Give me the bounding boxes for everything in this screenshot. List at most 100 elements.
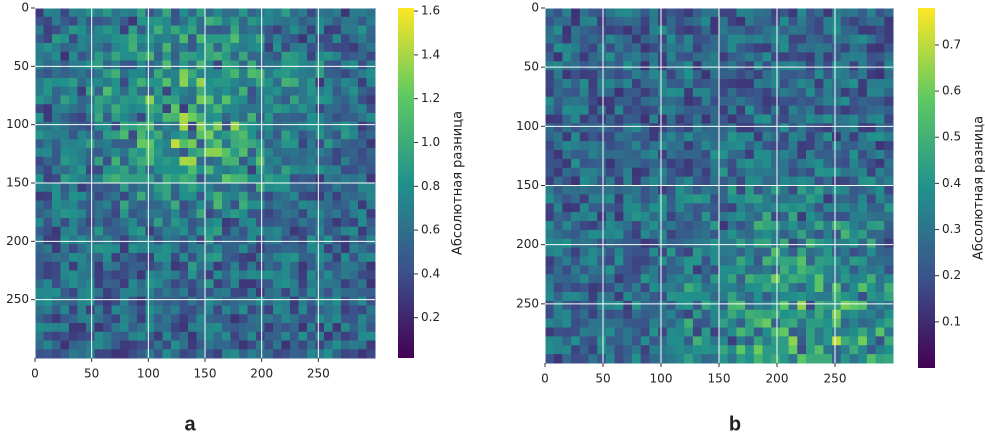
heatmap-texture [814, 43, 824, 53]
heatmap-texture [684, 176, 694, 186]
heatmap-texture [35, 86, 44, 96]
heatmap-texture [666, 96, 676, 107]
heatmap-texture [256, 16, 265, 26]
heatmap-texture [666, 132, 676, 142]
heatmap-texture [154, 244, 163, 254]
heatmap-texture [86, 209, 95, 219]
heatmap-texture [222, 156, 231, 166]
heatmap-texture [281, 340, 291, 350]
heatmap-texture [553, 123, 563, 133]
heatmap-texture [692, 185, 703, 195]
heatmap-texture [341, 34, 350, 44]
heatmap-texture [562, 61, 572, 71]
heatmap-texture [196, 270, 206, 280]
heatmap-texture [632, 43, 642, 53]
heatmap-texture [366, 183, 376, 193]
heatmap-texture [875, 247, 885, 257]
heatmap-texture [94, 270, 104, 280]
heatmap-texture [553, 256, 563, 266]
heatmap-texture [684, 292, 694, 302]
heatmap-texture [77, 340, 87, 350]
heatmap-texture [649, 336, 659, 346]
heatmap-texture [875, 25, 885, 36]
heatmap-texture [332, 25, 342, 35]
heatmap-texture [341, 288, 350, 298]
heatmap-texture [298, 235, 308, 245]
heatmap-texture [632, 292, 642, 302]
heatmap-texture [179, 156, 189, 166]
heatmap-texture [666, 354, 676, 364]
heatmap-texture [43, 340, 53, 350]
heatmap-texture [69, 174, 78, 184]
heatmap-texture [814, 283, 824, 293]
heatmap-texture [247, 349, 257, 359]
heatmap-texture [579, 8, 589, 18]
heatmap-texture [771, 79, 781, 89]
heatmap-texture [137, 43, 146, 53]
heatmap-texture [762, 274, 772, 284]
heatmap-texture [69, 183, 78, 193]
heatmap-texture [137, 296, 146, 306]
heatmap-texture [771, 16, 781, 27]
heatmap-texture [154, 156, 163, 166]
heatmap-texture [771, 176, 781, 186]
heatmap-texture [349, 51, 359, 61]
heatmap-texture [788, 345, 798, 355]
heatmap-texture [571, 150, 581, 160]
heatmap-texture [162, 191, 172, 201]
heatmap-texture [779, 52, 790, 62]
heatmap-texture [128, 253, 138, 263]
heatmap-texture [171, 25, 180, 35]
heatmap-texture [77, 244, 87, 254]
heatmap-texture [230, 86, 240, 96]
heatmap-texture [324, 305, 333, 315]
heatmap-texture [154, 34, 163, 44]
heatmap-texture [162, 323, 172, 333]
heatmap-texture [281, 349, 291, 359]
heatmap-texture [832, 256, 842, 266]
heatmap-texture [666, 43, 676, 53]
heatmap-texture [545, 274, 555, 284]
heatmap-texture [222, 130, 231, 140]
heatmap-texture [103, 78, 112, 88]
heatmap-texture [171, 349, 180, 359]
heatmap-texture [120, 279, 129, 289]
heatmap-texture [171, 331, 180, 341]
heatmap-texture [779, 229, 790, 240]
heatmap-texture [188, 113, 197, 123]
heatmap-texture [154, 121, 163, 131]
heatmap-texture [366, 235, 376, 245]
heatmap-texture [553, 8, 563, 18]
heatmap-texture [675, 43, 685, 53]
heatmap-texture [77, 253, 87, 263]
heatmap-texture [171, 261, 180, 271]
heatmap-texture [205, 305, 214, 315]
heatmap-texture [69, 209, 78, 219]
heatmap-texture [753, 70, 763, 80]
heatmap-texture [736, 167, 746, 178]
heatmap-texture [324, 130, 333, 140]
heatmap-texture [52, 121, 61, 131]
heatmap-texture [875, 327, 885, 337]
heatmap-texture [719, 283, 729, 293]
heatmap-texture [298, 296, 308, 306]
heatmap-texture [640, 96, 650, 107]
heatmap-texture [145, 296, 155, 306]
heatmap-texture [324, 191, 333, 201]
heatmap-texture [692, 8, 703, 18]
heatmap-texture [553, 25, 563, 36]
heatmap-texture [290, 296, 299, 306]
heatmap-texture [579, 283, 589, 293]
heatmap-texture [797, 158, 807, 169]
heatmap-texture [640, 327, 650, 337]
heatmap-texture [832, 141, 842, 151]
heatmap-texture [94, 43, 104, 53]
heatmap-texture [875, 300, 885, 311]
heatmap-texture [884, 238, 894, 249]
heatmap-texture [145, 226, 155, 236]
heatmap-texture [597, 309, 607, 320]
heatmap-texture [247, 253, 257, 263]
heatmap-texture [94, 253, 104, 263]
heatmap-texture [779, 34, 790, 44]
